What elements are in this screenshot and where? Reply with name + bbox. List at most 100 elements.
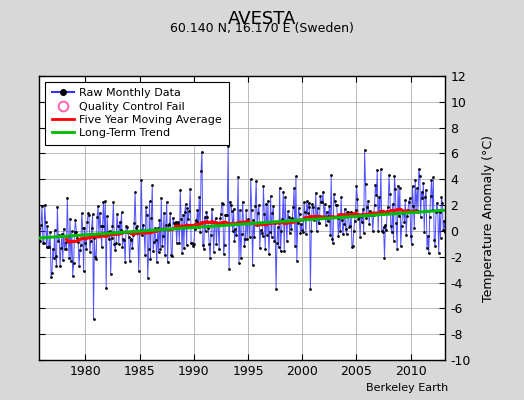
Point	[78, 210, 86, 216]
Point	[302, 231, 310, 237]
Point	[291, 243, 299, 249]
Point	[352, 183, 361, 189]
Point	[85, 212, 93, 218]
Point	[286, 230, 294, 236]
Point	[147, 215, 156, 222]
Point	[373, 167, 381, 174]
Point	[343, 209, 352, 215]
Point	[427, 177, 435, 183]
Point	[431, 243, 439, 249]
Point	[326, 232, 334, 238]
Point	[267, 234, 276, 240]
Point	[96, 223, 105, 230]
Point	[382, 227, 390, 233]
Point	[417, 188, 425, 195]
Point	[138, 232, 147, 238]
Point	[125, 258, 134, 264]
Point	[356, 234, 364, 240]
Point	[156, 246, 165, 252]
Point	[141, 204, 150, 210]
Point	[290, 185, 298, 191]
Point	[398, 210, 407, 216]
Point	[361, 147, 369, 153]
Point	[256, 244, 264, 251]
Point	[124, 229, 132, 235]
Point	[41, 218, 50, 225]
Point	[146, 256, 155, 262]
Point	[328, 236, 336, 242]
Point	[56, 263, 64, 269]
Point	[244, 216, 252, 222]
Point	[155, 248, 163, 255]
Point	[86, 249, 94, 255]
Point	[429, 174, 438, 181]
Point	[405, 199, 413, 205]
Point	[298, 227, 307, 234]
Point	[440, 218, 449, 224]
Point	[394, 182, 402, 189]
Point	[239, 220, 248, 226]
Point	[232, 231, 241, 238]
Point	[346, 223, 354, 230]
Point	[287, 226, 296, 232]
Point	[132, 224, 140, 231]
Point	[102, 284, 111, 291]
Point	[275, 244, 283, 251]
Point	[113, 210, 121, 217]
Point	[44, 244, 52, 250]
Point	[253, 222, 261, 229]
Point	[277, 227, 286, 234]
Point	[194, 224, 203, 230]
Point	[420, 228, 429, 235]
Point	[408, 183, 417, 189]
Point	[285, 214, 293, 220]
Point	[200, 246, 208, 252]
Point	[172, 240, 181, 246]
Point	[403, 212, 411, 219]
Point	[428, 206, 436, 213]
Point	[50, 255, 58, 261]
Point	[311, 214, 319, 220]
Point	[296, 230, 304, 236]
Point	[165, 222, 173, 228]
Point	[441, 229, 449, 235]
Point	[48, 270, 56, 276]
Point	[66, 216, 74, 222]
Point	[230, 206, 238, 212]
Point	[133, 223, 141, 229]
Point	[332, 202, 340, 208]
Point	[322, 208, 331, 215]
Point	[396, 184, 404, 191]
Point	[92, 256, 101, 262]
Point	[386, 191, 394, 198]
Point	[331, 198, 339, 205]
Point	[261, 245, 269, 252]
Point	[414, 166, 423, 173]
Point	[410, 225, 419, 231]
Point	[129, 232, 137, 238]
Point	[159, 233, 167, 239]
Point	[119, 236, 127, 242]
Point	[122, 223, 130, 229]
Point	[60, 246, 69, 252]
Point	[168, 253, 177, 259]
Point	[391, 186, 399, 192]
Point	[188, 240, 196, 246]
Point	[278, 216, 287, 222]
Point	[436, 234, 445, 241]
Point	[100, 231, 108, 238]
Point	[281, 194, 289, 200]
Point	[369, 212, 378, 218]
Point	[422, 186, 430, 193]
Point	[273, 240, 281, 246]
Point	[376, 208, 384, 214]
Point	[205, 241, 213, 247]
Point	[300, 199, 308, 206]
Point	[389, 238, 398, 244]
Point	[73, 235, 81, 241]
Point	[321, 201, 329, 208]
Point	[111, 246, 119, 253]
Point	[399, 209, 408, 215]
Point	[362, 181, 370, 187]
Point	[162, 199, 171, 206]
